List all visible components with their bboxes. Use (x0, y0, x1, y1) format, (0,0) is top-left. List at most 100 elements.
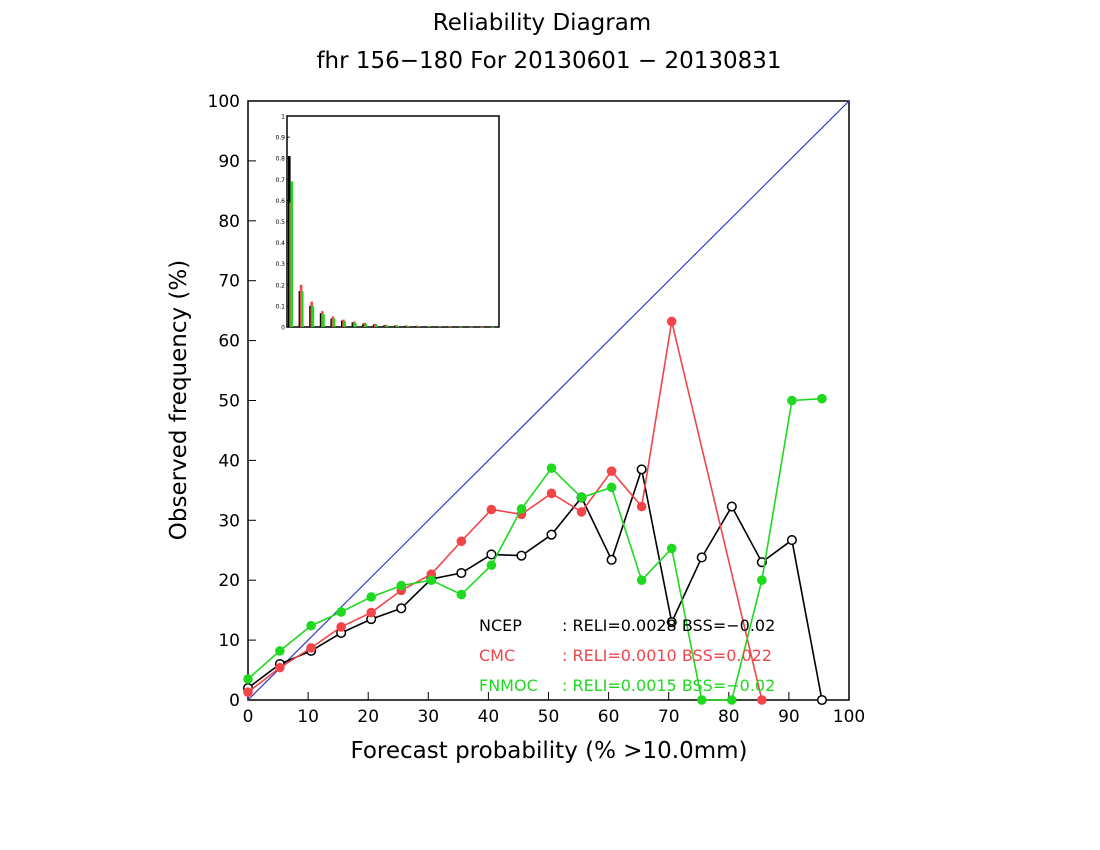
y-tick-label: 20 (218, 571, 240, 591)
point-cmc (666, 316, 677, 327)
point-fnmoc (757, 575, 767, 586)
inset-bar-fnmoc (385, 325, 389, 327)
point-ncep (666, 617, 677, 628)
point-fnmoc (516, 504, 527, 514)
y-tick-label: 80 (218, 212, 240, 232)
point-ncep (516, 550, 527, 561)
point-ncep (726, 501, 737, 512)
series-line-cmc (247, 321, 763, 701)
x-tick-label: 20 (357, 707, 379, 727)
point-cmc (336, 622, 346, 632)
inset-y-tick-label: 0.1 (275, 303, 285, 310)
point-ncep (816, 694, 828, 706)
point-fnmoc (366, 592, 377, 602)
point-fnmoc (456, 589, 467, 600)
x-tick-label: 70 (658, 707, 680, 727)
point-cmc (576, 507, 587, 517)
inset-bar-fnmoc (396, 325, 399, 327)
point-fnmoc (275, 646, 285, 656)
x-tick-label: 0 (243, 707, 254, 727)
point-ncep (636, 464, 647, 475)
point-fnmoc (243, 674, 253, 684)
legend-name-fnmoc: FNMOC (479, 676, 538, 695)
point-fnmoc (546, 463, 557, 473)
point-ncep (786, 535, 797, 546)
inset-bar-fnmoc (301, 291, 304, 327)
inset-bar-fnmoc (460, 326, 463, 328)
x-tick-label: 40 (478, 707, 500, 727)
inset-y-tick-label: 0.7 (275, 177, 285, 184)
inset-y-tick-label: 0.5 (275, 219, 285, 226)
x-axis-label: Forecast probability (% >10.0mm) (350, 738, 747, 764)
inset-bar-fnmoc (354, 322, 357, 327)
point-fnmoc (727, 695, 737, 705)
point-cmc (546, 488, 557, 499)
inset-bar-fnmoc (311, 305, 315, 327)
point-ncep (546, 529, 557, 540)
point-cmc (306, 643, 316, 653)
point-fnmoc (426, 575, 437, 586)
inset-bar-fnmoc (428, 326, 431, 327)
legend-name-ncep: NCEP (479, 616, 522, 635)
inset-y-tick-label: 0.8 (275, 156, 285, 163)
inset-bar-fnmoc (364, 323, 368, 327)
point-fnmoc (817, 393, 827, 404)
inset-y-tick-label: 1 (281, 114, 285, 121)
series-line-ncep (247, 466, 823, 701)
main-plot: 0 10 20 30 40 50 60 70 80 90 100010203040506070809… (208, 92, 866, 727)
x-tick-label: 100 (833, 707, 865, 727)
inset-bar-fnmoc (407, 325, 410, 327)
chart-subtitle: fhr 156−180 For 20130601 − 20130831 (316, 48, 781, 74)
x-tick-label: 60 (598, 707, 620, 727)
x-tick-label: 90 (778, 707, 800, 727)
legend-stats-cmc: : RELI=0.0010 BSS=0.022 (562, 646, 772, 665)
point-fnmoc (606, 482, 617, 493)
point-fnmoc (396, 580, 407, 591)
inset-frame (286, 115, 500, 328)
inset-bar-fnmoc (343, 321, 346, 327)
point-cmc (757, 695, 767, 705)
x-tick-label: 30 (417, 707, 439, 727)
inset-bar-fnmoc (491, 326, 495, 328)
point-fnmoc (787, 395, 797, 406)
series-line-fnmoc (247, 397, 823, 701)
inset-bar-fnmoc (322, 314, 325, 327)
inset-y-tick-label: 0.9 (275, 135, 285, 142)
inset-bar-fnmoc (290, 181, 293, 327)
point-ncep (486, 549, 497, 560)
point-cmc (486, 504, 497, 515)
point-cmc (243, 687, 253, 698)
inset-bar-fnmoc (470, 326, 474, 328)
inset-bar-fnmoc (481, 326, 484, 328)
legend-stats-fnmoc: : RELI=0.0015 BSS=−0.02 (562, 676, 775, 695)
y-tick-label: 30 (218, 511, 240, 531)
inset-bar-fnmoc (417, 326, 421, 327)
point-ncep (396, 603, 407, 614)
legend-stats-ncep: : RELI=0.0028 BSS=−0.02 (562, 616, 775, 635)
chart-title: Reliability Diagram (433, 10, 651, 36)
point-fnmoc (576, 492, 587, 503)
inset-bar-fnmoc (375, 324, 378, 327)
point-fnmoc (486, 560, 497, 571)
x-tick-label: 50 (538, 707, 560, 727)
point-fnmoc (306, 620, 316, 631)
y-tick-label: 0 (229, 691, 240, 711)
legend-name-cmc: CMC (479, 646, 515, 665)
y-tick-label: 40 (218, 451, 240, 471)
point-cmc (366, 607, 377, 618)
inset-y-tick-label: 0.4 (275, 240, 285, 247)
inset-y-tick-label: 0 (281, 325, 285, 332)
y-tick-label: 50 (218, 392, 240, 412)
inset-histogram: 0 0.1 0.2 0.3 0.4 0.5 0.6 0.7 0.8 0.9 1 (275, 114, 500, 332)
point-fnmoc (696, 695, 707, 705)
inset-bar-fnmoc (332, 318, 336, 327)
point-fnmoc (666, 543, 677, 554)
point-cmc (456, 536, 467, 547)
point-ncep (696, 552, 707, 563)
point-ncep (606, 554, 617, 565)
point-fnmoc (636, 575, 647, 586)
inset-y-tick-label: 0.6 (275, 198, 285, 205)
inset-bar-fnmoc (438, 326, 442, 328)
perfect-reliability-line (247, 100, 850, 701)
